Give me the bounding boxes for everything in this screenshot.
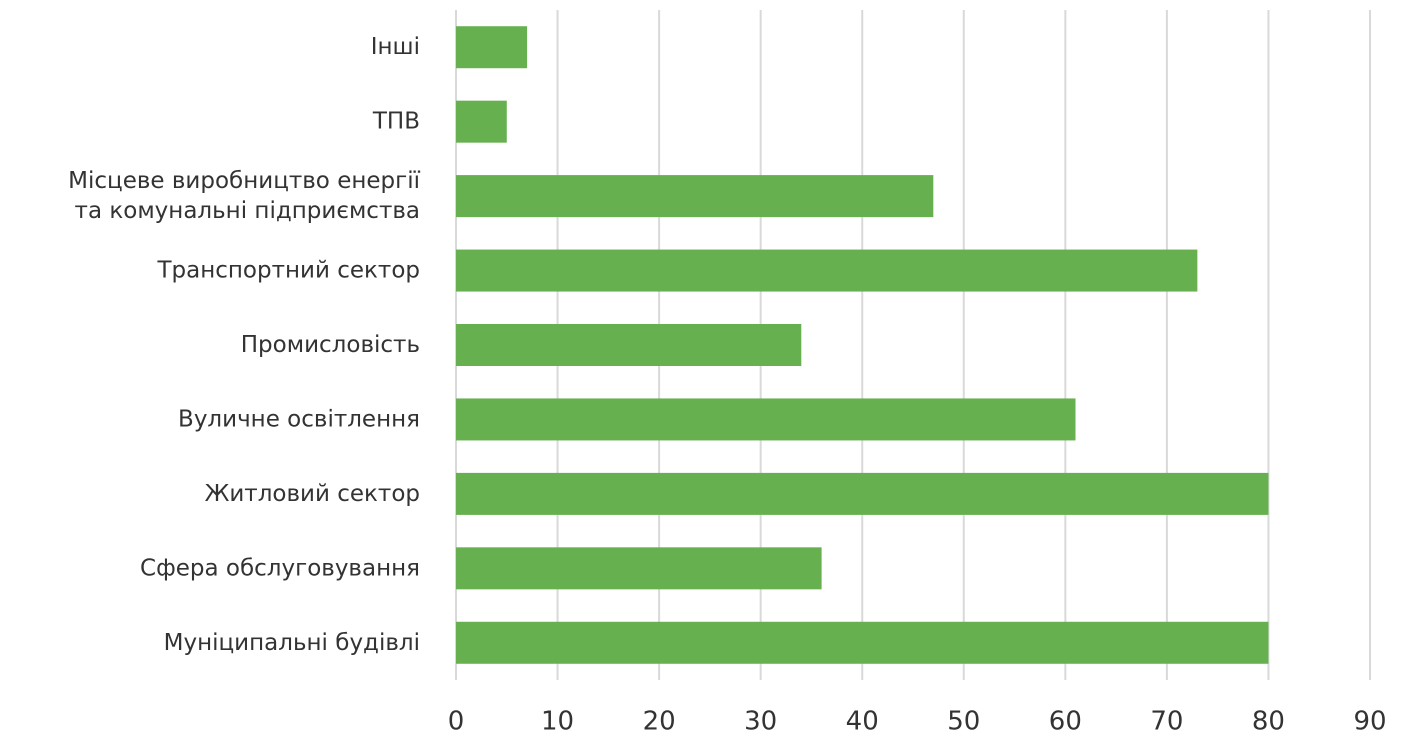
x-tick-label: 50: [947, 707, 980, 737]
y-tick-label: Житловий сектор: [205, 480, 420, 506]
bar: [456, 621, 1269, 664]
y-tick-label: Вуличне освітлення: [178, 406, 420, 432]
x-tick-label: 30: [744, 707, 777, 737]
y-tick-label: ТПВ: [372, 108, 420, 134]
bar: [456, 547, 822, 590]
bar: [456, 175, 934, 218]
x-tick-label: 40: [846, 707, 879, 737]
y-tick-label: Транспортний сектор: [156, 257, 420, 283]
y-tick-label: Сфера обслуговування: [140, 555, 420, 581]
bar: [456, 324, 802, 366]
bar: [456, 26, 528, 69]
bar: [456, 249, 1198, 292]
x-tick-label: 0: [448, 707, 465, 737]
x-tick-label: 90: [1353, 707, 1386, 737]
y-tick-label: Промисловість: [241, 332, 420, 358]
x-tick-label: 80: [1252, 707, 1285, 737]
y-tick-label: Муніципальні будівлі: [164, 629, 420, 655]
bar: [456, 398, 1076, 441]
x-tick-label: 70: [1150, 707, 1183, 737]
x-tick-label: 60: [1049, 707, 1082, 737]
x-tick-label: 10: [541, 707, 574, 737]
bar: [456, 472, 1269, 515]
bar: [456, 100, 507, 143]
y-tick-label: Місцеве виробництво енергії та комунальні…: [68, 168, 420, 224]
y-tick-label: Інші: [371, 34, 420, 60]
x-tick-label: 20: [643, 707, 676, 737]
